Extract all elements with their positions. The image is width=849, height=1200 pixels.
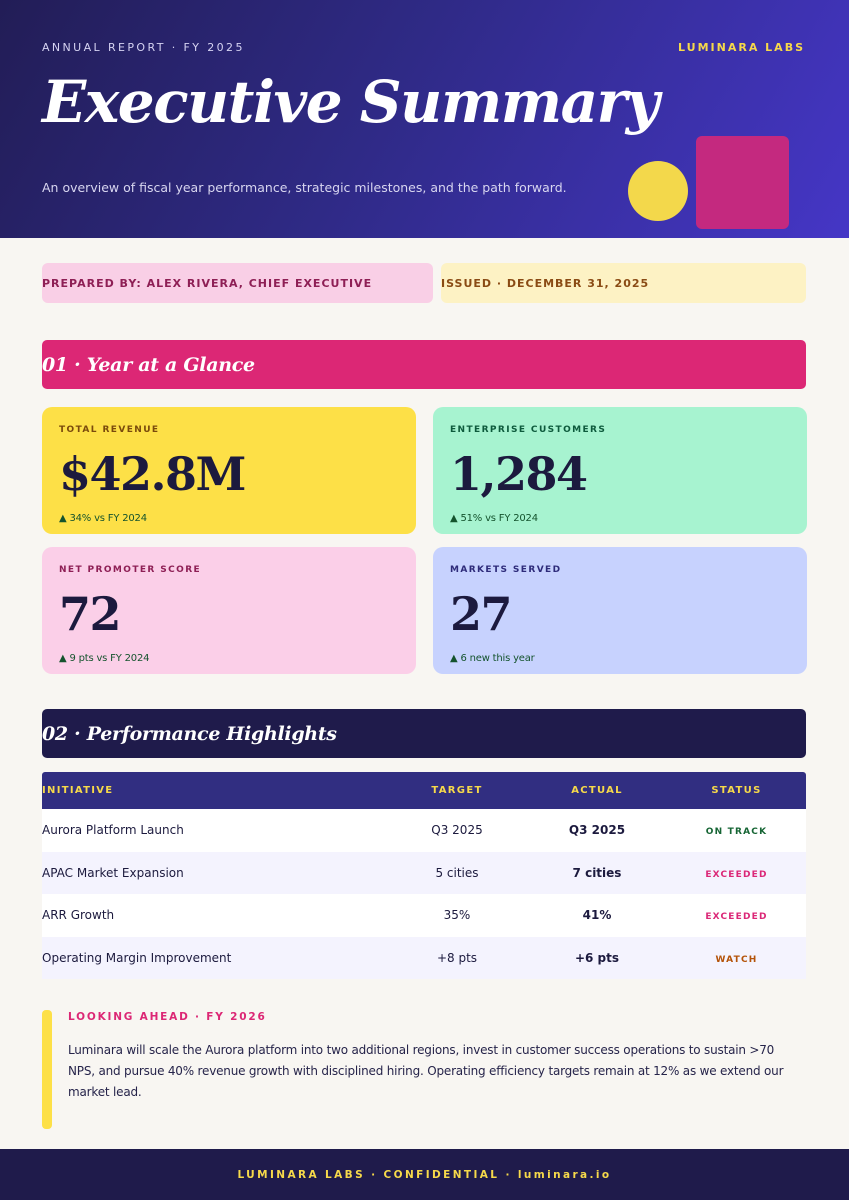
page-subtitle: An overview of fiscal year performance, … [42,180,567,195]
outlook-accent-bar [42,1010,52,1129]
kpi-trend: ▲ 6 new this year [450,653,535,664]
table-header: INITIATIVE TARGET ACTUAL STATUS [42,772,806,809]
kpi-card-net-promoter-score: NET PROMOTER SCORE 72 ▲ 9 pts vs FY 2024 [42,547,416,674]
kpi-label: ENTERPRISE CUSTOMERS [450,425,607,435]
kpi-label: TOTAL REVENUE [59,425,160,435]
status-badge: EXCEEDED [705,869,768,880]
outlook-paragraph: Luminara will scale the Aurora platform … [68,1043,784,1099]
cell-actual: 41% [582,908,612,923]
brand-name: LUMINARA LABS [678,41,805,54]
column-header-actual: ACTUAL [571,785,623,796]
kpi-value: 1,284 [450,447,588,501]
cell-target: Q3 2025 [431,823,483,838]
cell-actual: +6 pts [574,950,620,965]
report-eyebrow: ANNUAL REPORT · FY 2025 [42,41,245,54]
page-title: Executive Summary [42,68,659,136]
cell-target: +8 pts [436,950,478,965]
decorative-circle-shape [628,161,688,221]
kpi-trend: ▲ 34% vs FY 2024 [59,513,147,524]
outlook-heading: LOOKING AHEAD · FY 2026 [68,1011,267,1023]
kpi-card-total-revenue: TOTAL REVENUE $42.8M ▲ 34% vs FY 2024 [42,407,416,534]
performance-table: INITIATIVE TARGET ACTUAL STATUS Aurora P… [42,772,806,979]
cell-actual: 7 cities [572,865,622,880]
kpi-trend: ▲ 51% vs FY 2024 [450,513,538,524]
prepared-by-badge: PREPARED BY: ALEX RIVERA, CHIEF EXECUTIV… [42,263,433,303]
cell-target: 35% [443,908,471,923]
column-header-target: TARGET [431,785,483,796]
cell-initiative: Aurora Platform Launch [42,823,184,838]
cell-initiative: ARR Growth [42,908,115,923]
kpi-value: 72 [59,587,122,641]
table-row: ARR Growth 35% 41% EXCEEDED [42,894,806,937]
kpi-label: MARKETS SERVED [450,565,562,575]
page-footer: LUMINARA LABS · CONFIDENTIAL · luminara.… [0,1149,849,1200]
kpi-value: 27 [450,587,513,641]
status-badge: ON TRACK [705,827,768,838]
footer-text: LUMINARA LABS · CONFIDENTIAL · luminara.… [237,1168,612,1181]
report-header: ANNUAL REPORT · FY 2025 LUMINARA LABS Ex… [0,0,849,238]
kpi-value: $42.8M [59,447,246,501]
column-header-initiative: INITIATIVE [42,785,114,796]
decorative-square-shape [696,136,789,229]
kpi-label: NET PROMOTER SCORE [59,565,202,575]
table-row: APAC Market Expansion 5 cities 7 cities … [42,851,806,894]
table-row: Operating Margin Improvement +8 pts +6 p… [42,936,806,979]
section-heading-performance-highlights: 02 · Performance Highlights [42,709,806,758]
column-header-status: STATUS [711,785,762,796]
kpi-card-enterprise-customers: ENTERPRISE CUSTOMERS 1,284 ▲ 51% vs FY 2… [433,407,807,534]
section-heading-year-at-a-glance: 01 · Year at a Glance [42,340,806,389]
issued-date-badge: ISSUED · DECEMBER 31, 2025 [441,263,806,303]
table-row: Aurora Platform Launch Q3 2025 Q3 2025 O… [42,809,806,852]
cell-actual: Q3 2025 [568,823,626,838]
kpi-trend: ▲ 9 pts vs FY 2024 [59,653,150,664]
status-badge: WATCH [715,954,758,965]
cell-target: 5 cities [435,865,479,880]
status-badge: EXCEEDED [705,912,768,923]
cell-initiative: Operating Margin Improvement [42,950,232,965]
kpi-card-markets-served: MARKETS SERVED 27 ▲ 6 new this year [433,547,807,674]
cell-initiative: APAC Market Expansion [42,865,184,880]
